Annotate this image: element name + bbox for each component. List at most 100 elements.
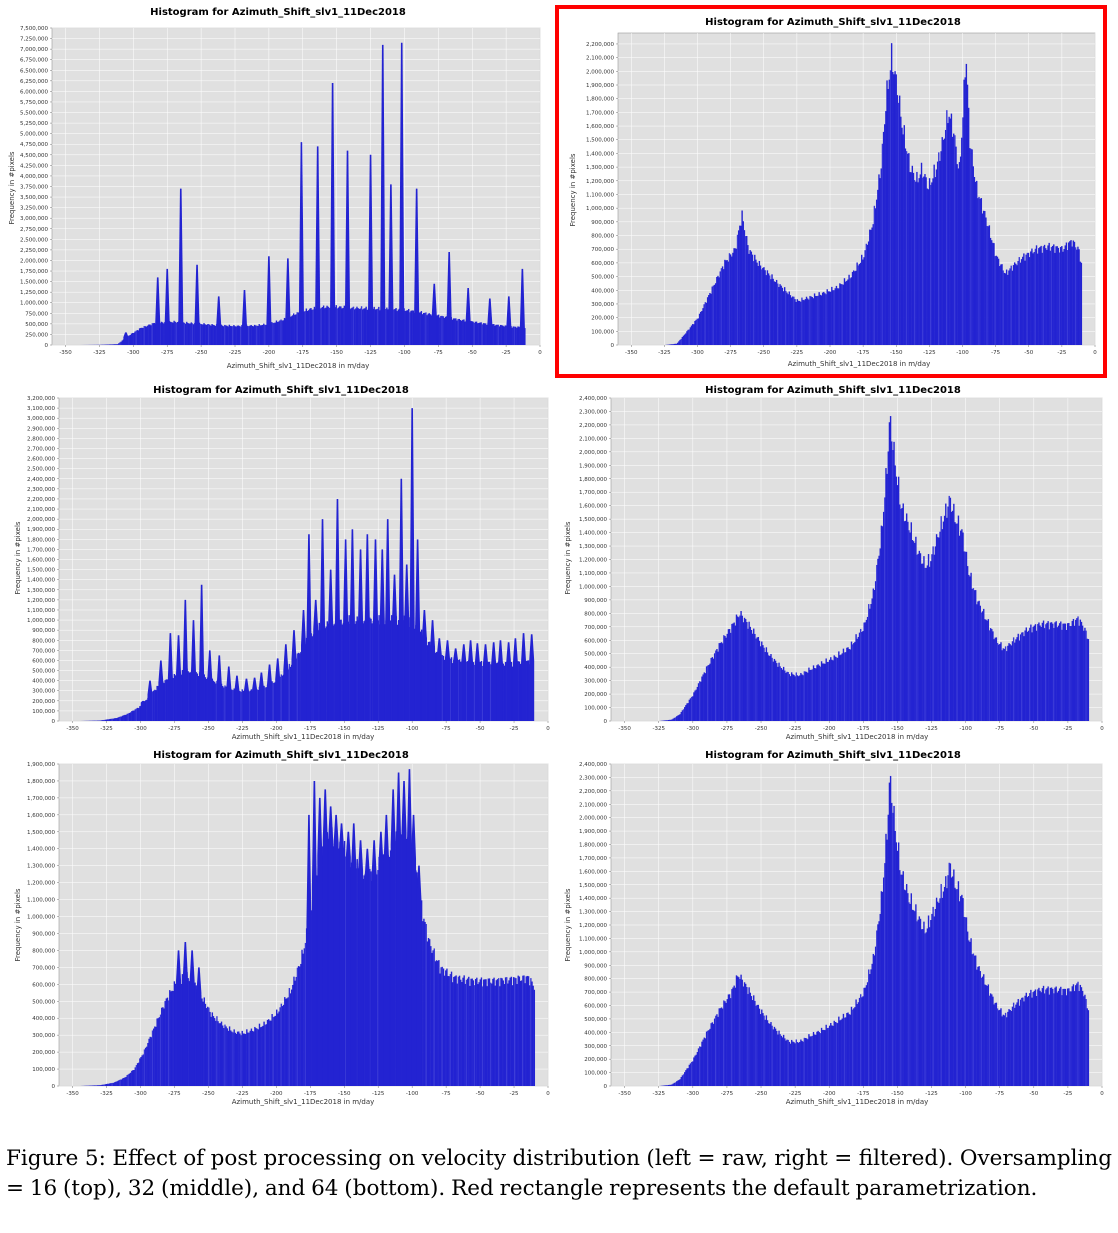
histogram-bar [520, 980, 523, 1086]
histogram-bar [913, 180, 916, 345]
histogram-bar [1035, 996, 1038, 1086]
histogram-bar [204, 677, 207, 721]
histogram-bar [879, 548, 881, 721]
histogram-bar [149, 1036, 151, 1086]
histogram-bar [128, 1073, 131, 1086]
histogram-bar [1075, 985, 1077, 1086]
histogram-bar [736, 234, 739, 345]
histogram-bar [502, 325, 504, 345]
chart-title: Histogram for Azimuth_Shift_slv1_11Dec20… [153, 750, 409, 761]
histogram-bar [256, 689, 258, 721]
x-tick-label: -225 [236, 1091, 249, 1097]
histogram-bar [966, 84, 969, 346]
y-tick-label: 900,000 [32, 628, 55, 634]
histogram-bar [262, 1025, 264, 1086]
histogram-bar [529, 985, 531, 1086]
y-tick-label: 6,750,000 [20, 58, 48, 64]
histogram-bar [1018, 1005, 1021, 1086]
histogram-bar [728, 994, 731, 1086]
histogram-bar [781, 1037, 784, 1086]
histogram-bar [986, 985, 988, 1086]
histogram-bar [882, 877, 885, 1086]
histogram-bar [773, 281, 776, 345]
histogram-bar [721, 266, 724, 345]
histogram-bar [207, 1006, 209, 1086]
histogram-bar [1061, 995, 1063, 1086]
histogram-bar [963, 916, 965, 1086]
y-tick-label: 0 [52, 1084, 56, 1090]
histogram-spike [298, 142, 304, 345]
histogram-bar [688, 329, 690, 345]
histogram-bar [932, 178, 934, 345]
x-tick-label: -175 [304, 726, 317, 732]
histogram-bar [503, 984, 506, 1086]
bar-series [659, 416, 1090, 721]
histogram-bar [950, 877, 953, 1086]
histogram-bar [112, 718, 115, 721]
histogram-bar [457, 976, 460, 1086]
histogram-bar [1055, 621, 1057, 721]
histogram-bar [136, 330, 139, 345]
histogram-bar [134, 1067, 136, 1086]
x-tick-label: -200 [270, 726, 283, 732]
histogram-bar [1078, 991, 1080, 1086]
histogram-bar [811, 669, 814, 721]
chart-raw-64: Histogram for Azimuth_Shift_slv1_11Dec20… [14, 750, 550, 1106]
histogram-bar [221, 685, 224, 721]
histogram-bar [455, 975, 457, 1086]
histogram-bar [1055, 246, 1057, 345]
histogram-bar [903, 125, 905, 346]
histogram-bar [339, 619, 341, 721]
x-tick-label: -125 [923, 350, 936, 356]
histogram-bar [516, 984, 518, 1086]
histogram-bar [708, 664, 710, 721]
histogram-bar [966, 566, 969, 721]
histogram-bar [800, 301, 802, 345]
histogram-bar [345, 856, 347, 1086]
histogram-bar [118, 716, 120, 721]
histogram-bar [159, 323, 162, 345]
histogram-bar [232, 690, 234, 721]
y-tick-label: 400,000 [32, 679, 55, 685]
histogram-bar [321, 307, 324, 345]
x-tick-label: -325 [652, 726, 665, 732]
histogram-bar [532, 985, 534, 1086]
histogram-bar [854, 1007, 856, 1086]
histogram-bar [804, 671, 807, 721]
histogram-bar [839, 1020, 841, 1086]
histogram-bar [101, 1084, 103, 1086]
histogram-bar [1061, 246, 1063, 345]
histogram-bar [303, 311, 305, 345]
histogram-bar [927, 915, 930, 1086]
histogram-bar [457, 319, 459, 345]
histogram-bar [181, 974, 184, 1086]
histogram-bar [443, 318, 446, 345]
histogram-bar [896, 485, 899, 721]
histogram-bar [92, 1085, 94, 1086]
histogram-bar [895, 476, 898, 721]
histogram-bar [996, 256, 999, 345]
histogram-bar [830, 1022, 832, 1086]
y-tick-label: 400,000 [584, 1030, 607, 1036]
histogram-bar [126, 713, 128, 721]
histogram-bar [779, 284, 781, 345]
histogram-bar [180, 983, 182, 1086]
histogram-bar [882, 511, 885, 721]
histogram-bar [95, 1085, 97, 1086]
histogram-bar [420, 900, 423, 1086]
histogram-bar [276, 321, 279, 345]
histogram-bar [240, 326, 242, 345]
histogram-bar [941, 137, 943, 345]
histogram-bar [1030, 624, 1032, 721]
histogram-bar [250, 324, 252, 345]
histogram-bar [1038, 987, 1040, 1086]
histogram-bar [513, 326, 516, 345]
histogram-bar [871, 963, 873, 1086]
histogram-bar [1022, 632, 1024, 721]
histogram-bar [682, 335, 685, 345]
histogram-bar [1046, 988, 1048, 1086]
histogram-bar [173, 320, 175, 345]
y-tick-label: 800,000 [32, 948, 55, 954]
histogram-bar [1085, 630, 1087, 721]
histogram-spike [404, 564, 410, 721]
